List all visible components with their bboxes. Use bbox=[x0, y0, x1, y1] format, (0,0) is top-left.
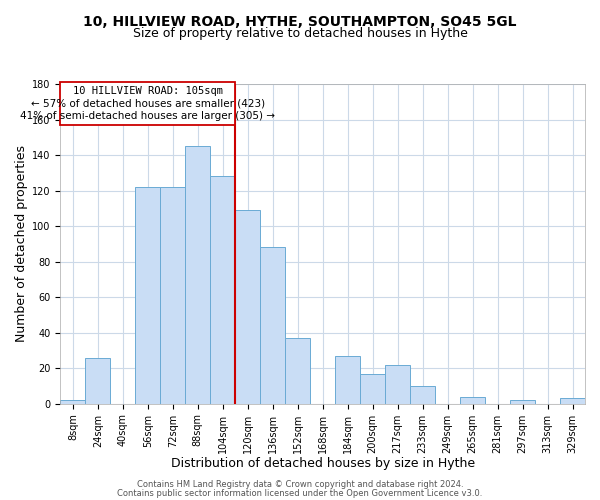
Bar bbox=[85, 358, 110, 404]
Bar bbox=[210, 176, 235, 404]
Bar bbox=[136, 187, 160, 404]
Text: 10, HILLVIEW ROAD, HYTHE, SOUTHAMPTON, SO45 5GL: 10, HILLVIEW ROAD, HYTHE, SOUTHAMPTON, S… bbox=[83, 15, 517, 29]
Bar bbox=[560, 398, 585, 404]
Bar bbox=[160, 187, 185, 404]
FancyBboxPatch shape bbox=[61, 82, 235, 125]
Bar bbox=[61, 400, 85, 404]
Bar bbox=[335, 356, 360, 404]
Bar bbox=[385, 364, 410, 404]
Bar bbox=[360, 374, 385, 404]
Text: 41% of semi-detached houses are larger (305) →: 41% of semi-detached houses are larger (… bbox=[20, 111, 275, 121]
Bar bbox=[410, 386, 435, 404]
Bar bbox=[235, 210, 260, 404]
Bar bbox=[260, 248, 285, 404]
Text: Contains HM Land Registry data © Crown copyright and database right 2024.: Contains HM Land Registry data © Crown c… bbox=[137, 480, 463, 489]
Bar bbox=[510, 400, 535, 404]
Text: Contains public sector information licensed under the Open Government Licence v3: Contains public sector information licen… bbox=[118, 488, 482, 498]
Bar bbox=[460, 396, 485, 404]
Bar bbox=[185, 146, 210, 404]
Text: Size of property relative to detached houses in Hythe: Size of property relative to detached ho… bbox=[133, 28, 467, 40]
Y-axis label: Number of detached properties: Number of detached properties bbox=[15, 146, 28, 342]
Text: ← 57% of detached houses are smaller (423): ← 57% of detached houses are smaller (42… bbox=[31, 98, 265, 108]
X-axis label: Distribution of detached houses by size in Hythe: Distribution of detached houses by size … bbox=[170, 457, 475, 470]
Text: 10 HILLVIEW ROAD: 105sqm: 10 HILLVIEW ROAD: 105sqm bbox=[73, 86, 223, 96]
Bar bbox=[285, 338, 310, 404]
